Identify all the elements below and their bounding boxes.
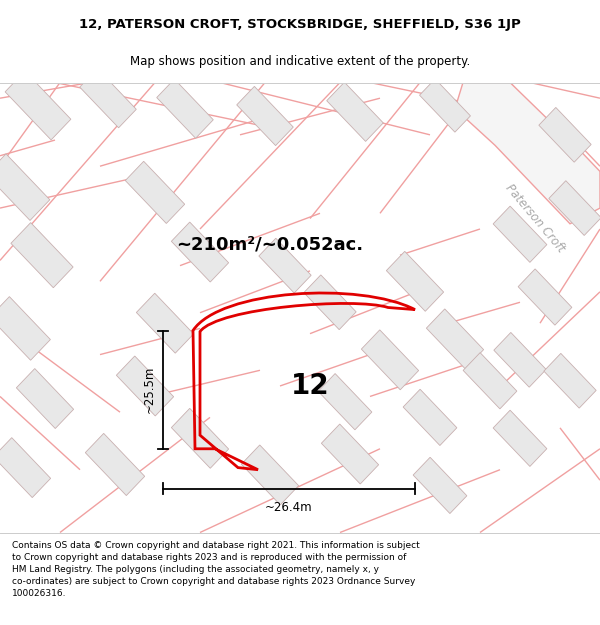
Polygon shape (80, 69, 136, 128)
Polygon shape (241, 445, 299, 505)
Polygon shape (0, 154, 50, 221)
Text: ~210m²/~0.052ac.: ~210m²/~0.052ac. (176, 236, 364, 254)
Polygon shape (419, 79, 470, 132)
Polygon shape (361, 330, 419, 390)
Polygon shape (493, 206, 547, 262)
Text: ~25.5m: ~25.5m (143, 366, 155, 413)
Text: ~26.4m: ~26.4m (265, 501, 313, 514)
Polygon shape (16, 369, 74, 429)
Polygon shape (549, 181, 600, 236)
Text: Contains OS data © Crown copyright and database right 2021. This information is : Contains OS data © Crown copyright and d… (12, 541, 420, 598)
Polygon shape (327, 82, 383, 141)
Polygon shape (544, 353, 596, 408)
Polygon shape (386, 251, 443, 311)
Polygon shape (172, 222, 229, 282)
Polygon shape (172, 408, 229, 468)
Polygon shape (125, 161, 185, 224)
Polygon shape (116, 356, 173, 416)
Polygon shape (85, 433, 145, 496)
Polygon shape (493, 410, 547, 466)
Polygon shape (494, 332, 546, 388)
Polygon shape (237, 86, 293, 146)
Polygon shape (463, 352, 517, 409)
Polygon shape (427, 309, 484, 369)
Polygon shape (5, 71, 71, 140)
Polygon shape (157, 79, 213, 138)
Polygon shape (304, 275, 356, 329)
Polygon shape (403, 389, 457, 446)
Polygon shape (413, 458, 467, 514)
Polygon shape (322, 424, 379, 484)
Polygon shape (136, 293, 194, 353)
Polygon shape (455, 82, 600, 224)
Polygon shape (11, 222, 73, 288)
Polygon shape (0, 297, 50, 360)
Polygon shape (318, 374, 372, 430)
Polygon shape (518, 269, 572, 325)
Text: Map shows position and indicative extent of the property.: Map shows position and indicative extent… (130, 56, 470, 68)
Text: Paterson Croft: Paterson Croft (503, 182, 567, 255)
Text: 12, PATERSON CROFT, STOCKSBRIDGE, SHEFFIELD, S36 1JP: 12, PATERSON CROFT, STOCKSBRIDGE, SHEFFI… (79, 18, 521, 31)
Polygon shape (0, 438, 50, 498)
Polygon shape (259, 238, 311, 293)
Polygon shape (539, 107, 591, 162)
Text: 12: 12 (290, 372, 329, 400)
